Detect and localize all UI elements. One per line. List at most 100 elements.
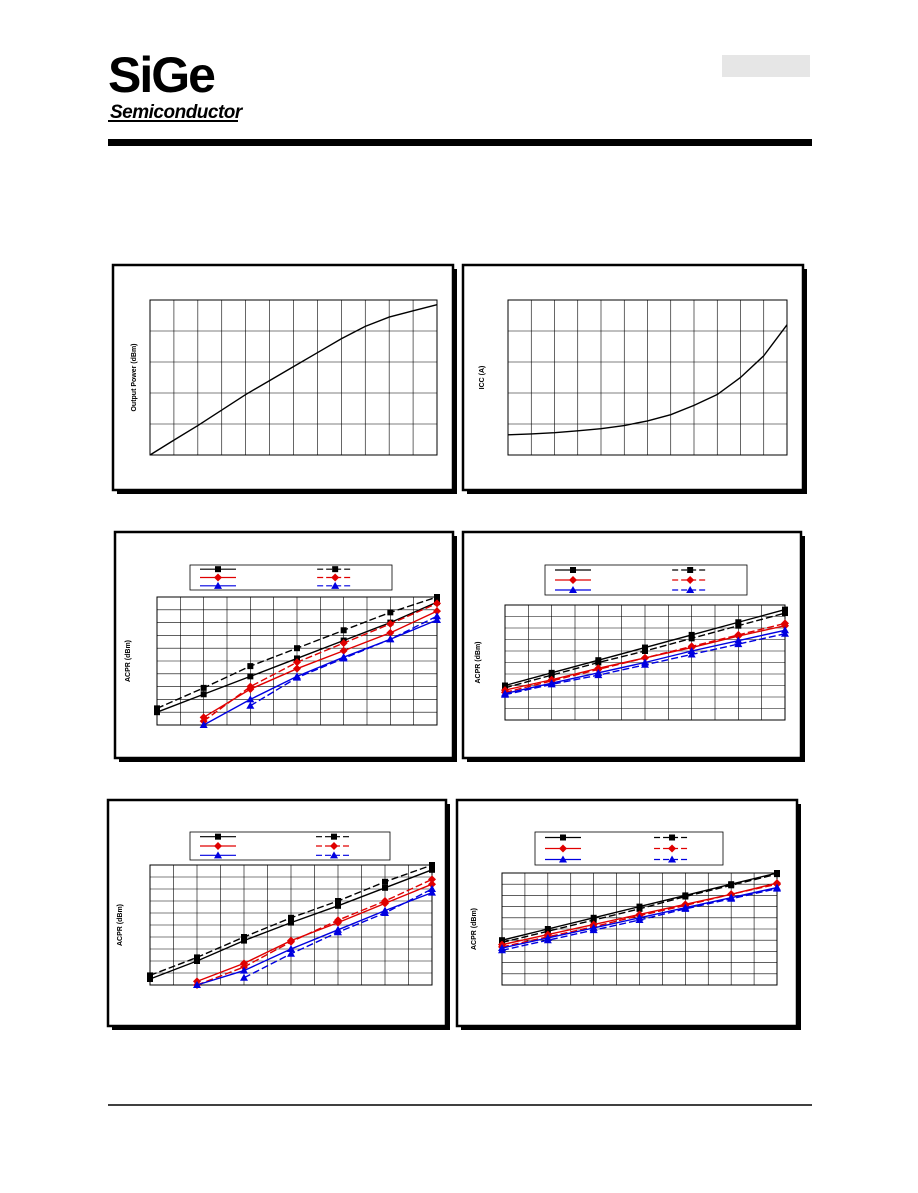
marker [199,721,208,728]
marker [381,897,389,905]
marker [428,875,436,884]
marker [569,586,577,593]
chart-frame [461,263,805,492]
marker [387,609,394,616]
marker [681,904,690,912]
series-line [203,610,438,718]
marker [214,842,222,850]
marker [543,936,552,944]
marker [247,673,254,680]
marker [559,844,567,853]
marker [433,607,441,616]
marker [548,672,555,679]
marker [194,958,200,964]
chart: ACPR (dBm) [106,798,450,1030]
marker [559,855,567,863]
marker [330,851,338,859]
marker [635,916,644,924]
marker [688,631,695,638]
marker [214,573,222,582]
marker [214,581,222,589]
y-axis-label: ACPR (dBm) [471,908,478,950]
marker [214,851,222,859]
y-axis-label: Output Power (dBm) [131,343,138,411]
marker [433,612,441,620]
marker [687,567,694,573]
marker [782,610,788,617]
marker [590,917,597,924]
logo: SiGe [108,47,215,103]
marker [335,902,341,909]
marker [293,673,301,681]
marker [334,928,342,936]
marker [287,937,295,946]
marker [246,695,255,703]
plot-frame [501,872,778,986]
marker [247,663,254,670]
marker [382,878,388,885]
marker [331,581,340,589]
marker [293,664,301,673]
marker [642,644,648,651]
marker [735,622,742,629]
marker [215,833,221,840]
marker [193,981,201,988]
marker [428,888,436,896]
marker [339,654,348,662]
marker [154,709,160,716]
marker [781,629,789,637]
y-axis-label: ACPR (dBm) [475,642,482,684]
marker [728,882,735,889]
plot-frame [504,604,786,721]
plot-frame [149,299,438,456]
marker [332,566,339,573]
part-number-box [722,55,810,77]
marker [668,855,677,863]
marker [382,884,388,891]
marker [735,619,742,626]
marker [381,909,389,916]
series-line [203,602,438,722]
plot-frame [149,864,433,986]
marker [774,871,780,878]
marker [727,894,736,902]
y-axis-label: ACPR (dBm) [125,640,132,682]
series-line [149,303,438,456]
marker [288,914,294,921]
marker [686,586,695,593]
marker [331,573,340,582]
marker [547,680,556,688]
marker [669,834,676,841]
marker [194,954,200,961]
marker [335,898,341,904]
plot-frame [507,299,788,456]
marker [782,606,788,613]
marker [668,844,677,853]
marker [433,599,441,608]
marker [686,576,695,584]
marker [340,627,347,634]
marker [215,566,221,573]
marker [682,893,689,900]
marker [734,630,743,639]
marker [594,671,603,679]
plot-frame [156,596,438,726]
marker [687,642,696,651]
marker [334,916,342,925]
series-line [196,891,433,986]
marker [386,635,395,643]
series-line [507,324,788,436]
marker [240,973,248,981]
y-axis-label: ACPR (dBm) [117,904,124,946]
marker [147,972,153,979]
logo-sub: Semiconductor [110,102,244,123]
marker [294,645,300,652]
marker [641,653,649,662]
marker [560,834,566,841]
marker [595,659,602,666]
marker [241,937,247,944]
marker [498,946,506,954]
marker [569,576,577,584]
marker [240,966,248,974]
marker [147,976,153,982]
